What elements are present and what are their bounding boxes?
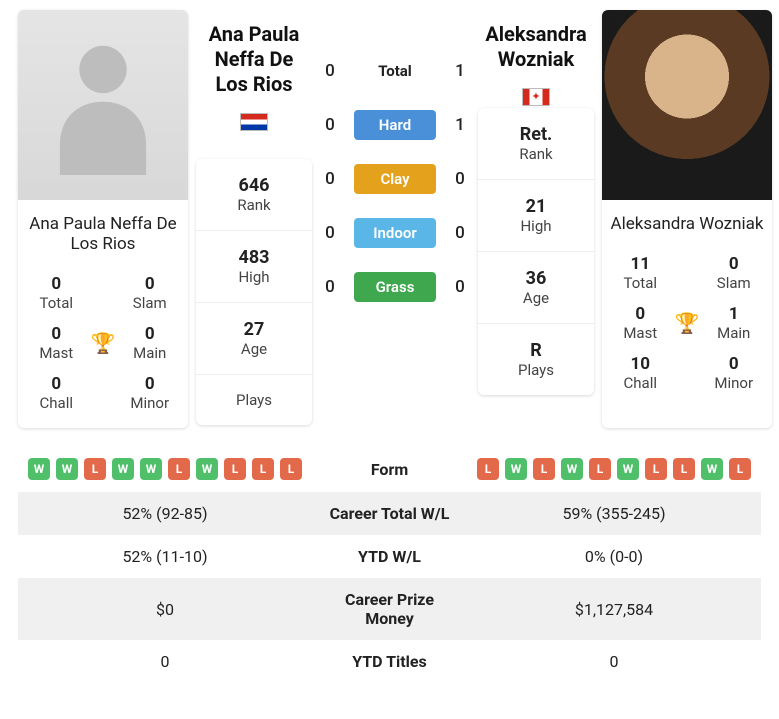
player2-card: Aleksandra Wozniak 11Total 0Slam 0Mast 🏆… bbox=[602, 10, 772, 428]
form-badge[interactable]: W bbox=[617, 458, 639, 480]
form-badge[interactable]: L bbox=[729, 458, 751, 480]
form-badge[interactable]: L bbox=[224, 458, 246, 480]
ytd-wl-row: 52% (11-10)YTD W/L0% (0-0) bbox=[18, 535, 761, 578]
h2h-hard[interactable]: 0 Hard 1 bbox=[320, 110, 470, 140]
form-badge[interactable]: W bbox=[28, 458, 50, 480]
comparison-header: Ana Paula Neffa De Los Rios 0Total 0Slam… bbox=[18, 10, 761, 428]
career-wl-row: 52% (92-85)Career Total W/L59% (355-245) bbox=[18, 492, 761, 535]
form-badge[interactable]: L bbox=[673, 458, 695, 480]
player2-info: Ret.Rank 21High 36Age RPlays bbox=[478, 108, 594, 395]
form-badge[interactable]: W bbox=[56, 458, 78, 480]
form-badge[interactable]: W bbox=[505, 458, 527, 480]
form-badge[interactable]: W bbox=[701, 458, 723, 480]
flag-paraguay-icon bbox=[240, 113, 268, 131]
player1-info: 646Rank 483High 27Age Plays bbox=[196, 159, 312, 425]
form-badge[interactable]: L bbox=[589, 458, 611, 480]
h2h-grass[interactable]: 0 Grass 0 bbox=[320, 272, 470, 302]
player2-stats: 11Total 0Slam 0Mast 🏆 1Main 10Chall 0Min… bbox=[602, 248, 772, 408]
player2-form: LWLWLWLLWL bbox=[477, 458, 751, 480]
player1-title: Ana Paula Neffa De Los Rios bbox=[196, 10, 312, 113]
player1-photo bbox=[18, 10, 188, 200]
player2-title: Aleksandra Wozniak bbox=[478, 10, 594, 88]
player2-photo bbox=[602, 10, 772, 200]
h2h-clay[interactable]: 0 Clay 0 bbox=[320, 164, 470, 194]
form-badge[interactable]: L bbox=[168, 458, 190, 480]
player1-form: WWLWWLWLLL bbox=[28, 458, 302, 480]
player2-meta: Aleksandra Wozniak Ret.Rank 21High 36Age… bbox=[478, 10, 594, 428]
player2-name: Aleksandra Wozniak bbox=[602, 200, 772, 248]
comparison-table: WWLWWLWLLL Form LWLWLWLLWL 52% (92-85)Ca… bbox=[18, 446, 761, 683]
form-row: WWLWWLWLLL Form LWLWLWLLWL bbox=[18, 446, 761, 492]
ytd-titles-row: 0YTD Titles0 bbox=[18, 640, 761, 683]
flag-canada-icon bbox=[522, 88, 550, 106]
player1-meta: Ana Paula Neffa De Los Rios 646Rank 483H… bbox=[196, 10, 312, 428]
form-badge[interactable]: W bbox=[140, 458, 162, 480]
h2h-total: 0 Total 1 bbox=[320, 56, 470, 86]
form-badge[interactable]: L bbox=[84, 458, 106, 480]
h2h-column: 0 Total 1 0 Hard 1 0 Clay 0 0 Indoor 0 0… bbox=[320, 10, 470, 428]
h2h-indoor[interactable]: 0 Indoor 0 bbox=[320, 218, 470, 248]
player1-card: Ana Paula Neffa De Los Rios 0Total 0Slam… bbox=[18, 10, 188, 428]
form-badge[interactable]: W bbox=[561, 458, 583, 480]
trophy-icon: 🏆 bbox=[91, 331, 116, 355]
player1-name: Ana Paula Neffa De Los Rios bbox=[18, 200, 188, 268]
prize-row: $0Career Prize Money$1,127,584 bbox=[18, 578, 761, 640]
form-badge[interactable]: W bbox=[196, 458, 218, 480]
player1-stats: 0Total 0Slam 0Mast 🏆 0Main 0Chall 0Minor bbox=[18, 268, 188, 428]
form-badge[interactable]: L bbox=[280, 458, 302, 480]
form-badge[interactable]: W bbox=[112, 458, 134, 480]
form-badge[interactable]: L bbox=[477, 458, 499, 480]
trophy-icon: 🏆 bbox=[675, 311, 700, 335]
form-badge[interactable]: L bbox=[533, 458, 555, 480]
form-badge[interactable]: L bbox=[645, 458, 667, 480]
form-badge[interactable]: L bbox=[252, 458, 274, 480]
